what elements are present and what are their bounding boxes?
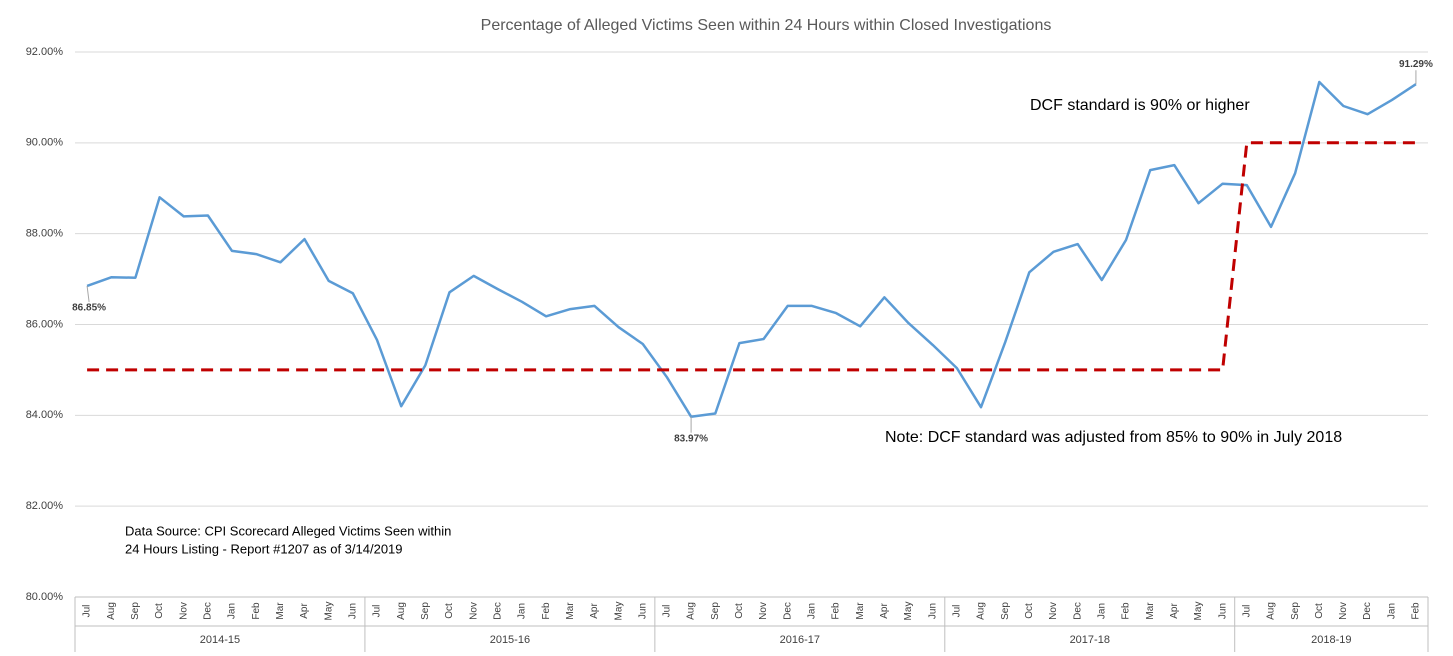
x-tick-label: Dec	[1072, 602, 1083, 620]
group-label: 2016-17	[780, 634, 820, 646]
x-tick-label: Jun	[927, 603, 938, 619]
label-leader	[86, 285, 90, 302]
x-tick-label: Aug	[396, 602, 407, 620]
x-tick-label: Jul	[952, 605, 963, 618]
x-tick-label: Feb	[1411, 602, 1422, 620]
group-label: 2015-16	[490, 634, 530, 646]
x-tick-label: Jun	[347, 603, 358, 619]
x-tick-label: Jan	[807, 603, 818, 619]
x-tick-label: Nov	[1338, 602, 1349, 620]
x-tick-label: Jul	[372, 605, 383, 618]
source-note: 24 Hours Listing - Report #1207 as of 3/…	[125, 541, 403, 556]
x-tick-label: Dec	[1362, 602, 1373, 620]
x-tick-label: Sep	[1290, 602, 1301, 620]
x-tick-label: Oct	[1314, 603, 1325, 619]
x-tick-label: Oct	[154, 603, 165, 619]
x-tick-label: Jul	[82, 605, 93, 618]
y-tick-label: 80.00%	[26, 591, 64, 603]
x-tick-label: May	[613, 602, 624, 621]
x-tick-label: Mar	[1145, 602, 1156, 620]
x-tick-label: Dec	[492, 602, 503, 620]
y-tick-label: 82.00%	[26, 500, 64, 512]
annotation: DCF standard is 90% or higher	[1030, 97, 1250, 114]
x-tick-label: Aug	[976, 602, 987, 620]
x-tick-label: Oct	[1024, 603, 1035, 619]
x-tick-label: Aug	[1266, 602, 1277, 620]
x-tick-label: Jun	[1217, 603, 1228, 619]
x-tick-label: Jan	[1096, 603, 1107, 619]
x-tick-label: Apr	[589, 603, 600, 619]
x-tick-label: Jan	[517, 603, 528, 619]
x-tick-label: Mar	[855, 602, 866, 620]
x-tick-label: Apr	[1169, 603, 1180, 619]
y-tick-label: 84.00%	[26, 409, 64, 421]
x-tick-label: Mar	[565, 602, 576, 620]
x-tick-label: Jan	[227, 603, 238, 619]
x-tick-label: Nov	[468, 602, 479, 620]
x-tick-label: Mar	[275, 602, 286, 620]
group-label: 2014-15	[200, 634, 240, 646]
annotation: Note: DCF standard was adjusted from 85%…	[885, 429, 1342, 446]
x-tick-label: Sep	[710, 602, 721, 620]
y-tick-label: 88.00%	[26, 228, 64, 240]
x-tick-label: Aug	[686, 602, 697, 620]
x-tick-label: Nov	[758, 602, 769, 620]
x-tick-label: May	[1193, 602, 1204, 621]
series-line	[87, 141, 1416, 372]
x-tick-label: Jun	[637, 603, 648, 619]
group-label: 2017-18	[1070, 634, 1110, 646]
data-label: 83.97%	[674, 433, 708, 444]
source-note: Data Source: CPI Scorecard Alleged Victi…	[125, 523, 451, 538]
x-tick-label: Sep	[1000, 602, 1011, 620]
x-tick-label: Jan	[1386, 603, 1397, 619]
x-tick-label: Jul	[662, 605, 673, 618]
data-label: 91.29%	[1399, 59, 1433, 70]
x-tick-label: Feb	[251, 602, 262, 620]
x-tick-label: Jul	[1241, 605, 1252, 618]
x-tick-label: Oct	[734, 603, 745, 619]
x-tick-label: Aug	[106, 602, 117, 620]
x-tick-label: May	[323, 602, 334, 621]
group-label: 2018-19	[1311, 634, 1351, 646]
chart-title: Percentage of Alleged Victims Seen withi…	[481, 17, 1052, 34]
x-tick-label: Dec	[782, 602, 793, 620]
data-label: 86.85%	[72, 303, 106, 314]
x-tick-label: Nov	[1048, 602, 1059, 620]
x-tick-label: Apr	[299, 603, 310, 619]
x-tick-label: Feb	[541, 602, 552, 620]
y-tick-label: 86.00%	[26, 318, 64, 330]
x-tick-label: Oct	[444, 603, 455, 619]
x-tick-label: Feb	[831, 602, 842, 620]
x-tick-label: Apr	[879, 603, 890, 619]
x-tick-label: Nov	[178, 602, 189, 620]
x-tick-label: Feb	[1121, 602, 1132, 620]
y-tick-label: 92.00%	[26, 46, 64, 58]
x-tick-label: Sep	[420, 602, 431, 620]
x-tick-label: Dec	[203, 602, 214, 620]
y-tick-label: 90.00%	[26, 137, 64, 149]
series-line	[86, 80, 1417, 418]
x-tick-label: Sep	[130, 602, 141, 620]
x-tick-label: May	[903, 602, 914, 621]
